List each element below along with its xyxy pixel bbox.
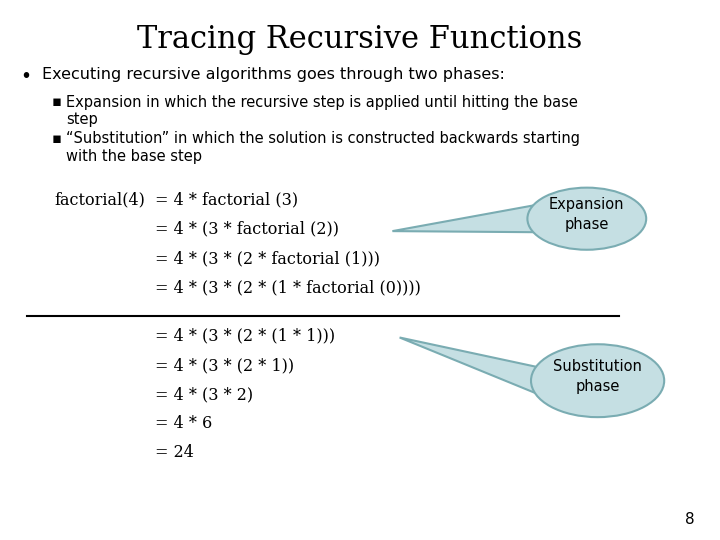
Text: = 4 * (3 * (2 * factorial (1))): = 4 * (3 * (2 * factorial (1))) [155,250,380,267]
Text: = 4 * (3 * (2 * (1 * 1))): = 4 * (3 * (2 * (1 * 1))) [155,328,335,345]
Ellipse shape [527,187,647,249]
Text: = 4 * 6: = 4 * 6 [155,415,212,432]
Text: = 4 * (3 * (2 * 1)): = 4 * (3 * (2 * 1)) [155,357,294,374]
Text: •: • [20,68,31,86]
Text: = 4 * (3 * 2): = 4 * (3 * 2) [155,386,253,403]
Polygon shape [392,205,534,232]
Text: Expansion
phase: Expansion phase [549,197,624,232]
Text: with the base step: with the base step [66,148,202,164]
Text: 8: 8 [685,511,695,526]
Ellipse shape [531,345,665,417]
Text: = 4 * factorial (3): = 4 * factorial (3) [155,192,298,208]
Text: Executing recursive algorithms goes through two phases:: Executing recursive algorithms goes thro… [42,68,505,83]
Text: Tracing Recursive Functions: Tracing Recursive Functions [138,24,582,55]
Text: “Substitution” in which the solution is constructed backwards starting: “Substitution” in which the solution is … [66,131,580,146]
Text: Expansion in which the recursive step is applied until hitting the base: Expansion in which the recursive step is… [66,94,578,110]
Text: ▪: ▪ [52,131,62,146]
Text: = 4 * (3 * (2 * (1 * factorial (0)))): = 4 * (3 * (2 * (1 * factorial (0)))) [155,279,420,296]
Text: step: step [66,112,98,127]
Polygon shape [400,338,538,394]
Text: = 4 * (3 * factorial (2)): = 4 * (3 * factorial (2)) [155,221,339,238]
Text: Substitution
phase: Substitution phase [553,359,642,394]
Text: ▪: ▪ [52,94,62,110]
Text: = 24: = 24 [155,444,194,461]
Text: factorial(4): factorial(4) [54,192,145,208]
